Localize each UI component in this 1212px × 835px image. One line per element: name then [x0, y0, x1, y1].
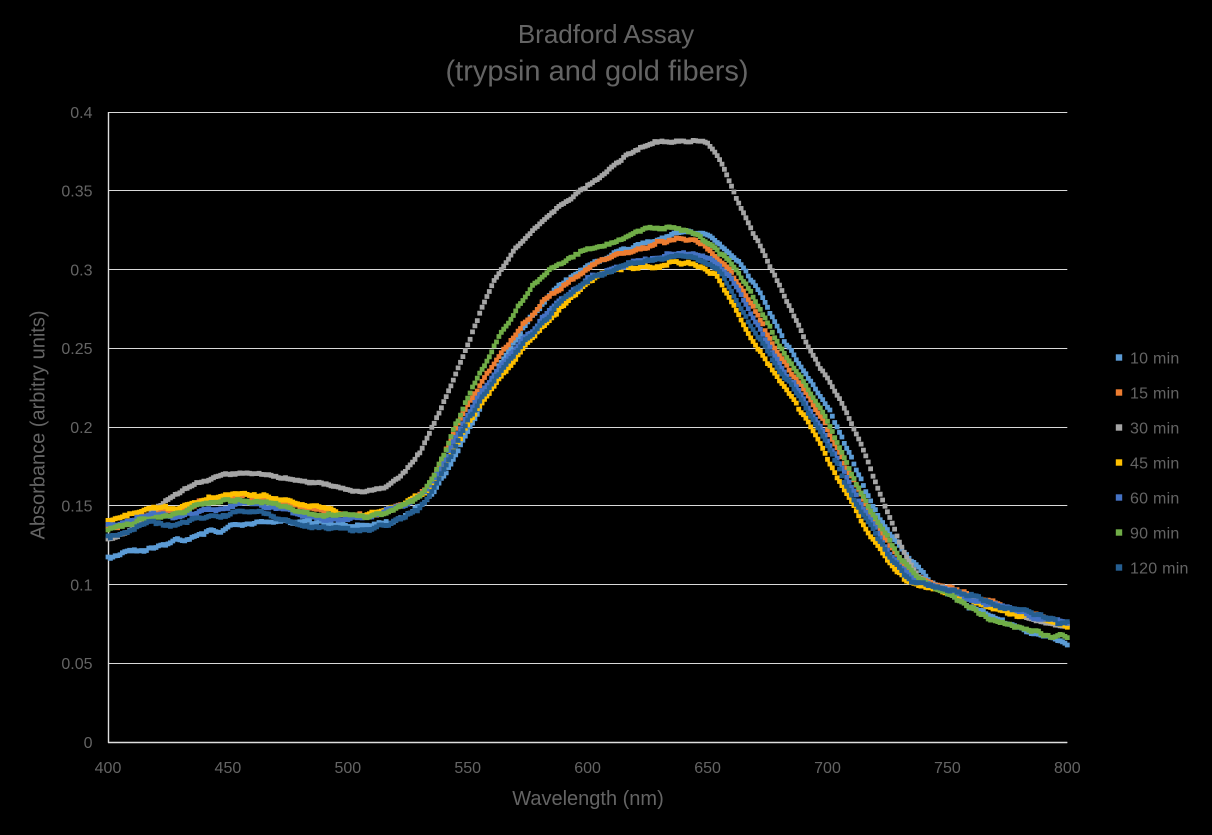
svg-text:600: 600 — [574, 760, 601, 777]
svg-text:550: 550 — [454, 760, 481, 777]
svg-text:30 min: 30 min — [1130, 420, 1180, 437]
svg-text:0.35: 0.35 — [61, 184, 92, 201]
svg-text:0: 0 — [84, 735, 93, 752]
svg-text:0.2: 0.2 — [70, 420, 92, 437]
svg-text:650: 650 — [694, 760, 721, 777]
svg-text:0.05: 0.05 — [61, 656, 92, 673]
svg-text:90 min: 90 min — [1130, 525, 1180, 542]
svg-text:450: 450 — [215, 760, 242, 777]
svg-text:120 min: 120 min — [1130, 560, 1189, 577]
svg-text:Bradford Assay: Bradford Assay — [518, 19, 694, 49]
svg-text:60 min: 60 min — [1130, 490, 1180, 507]
svg-text:0.4: 0.4 — [70, 105, 92, 122]
svg-text:45 min: 45 min — [1130, 455, 1180, 472]
svg-text:0.1: 0.1 — [70, 577, 92, 594]
svg-text:Absorbance (arbitry units): Absorbance (arbitry units) — [28, 311, 50, 540]
svg-text:0.3: 0.3 — [70, 262, 92, 279]
svg-text:15 min: 15 min — [1130, 385, 1180, 402]
svg-text:400: 400 — [95, 760, 122, 777]
svg-text:700: 700 — [814, 760, 841, 777]
svg-text:0.25: 0.25 — [61, 341, 92, 358]
svg-text:800: 800 — [1054, 760, 1081, 777]
svg-text:Wavelength (nm): Wavelength (nm) — [512, 788, 664, 810]
svg-text:500: 500 — [334, 760, 361, 777]
svg-text:(trypsin and gold fibers): (trypsin and gold fibers) — [445, 56, 748, 88]
svg-text:0.15: 0.15 — [61, 499, 92, 516]
svg-text:10 min: 10 min — [1130, 350, 1180, 367]
svg-text:750: 750 — [934, 760, 961, 777]
